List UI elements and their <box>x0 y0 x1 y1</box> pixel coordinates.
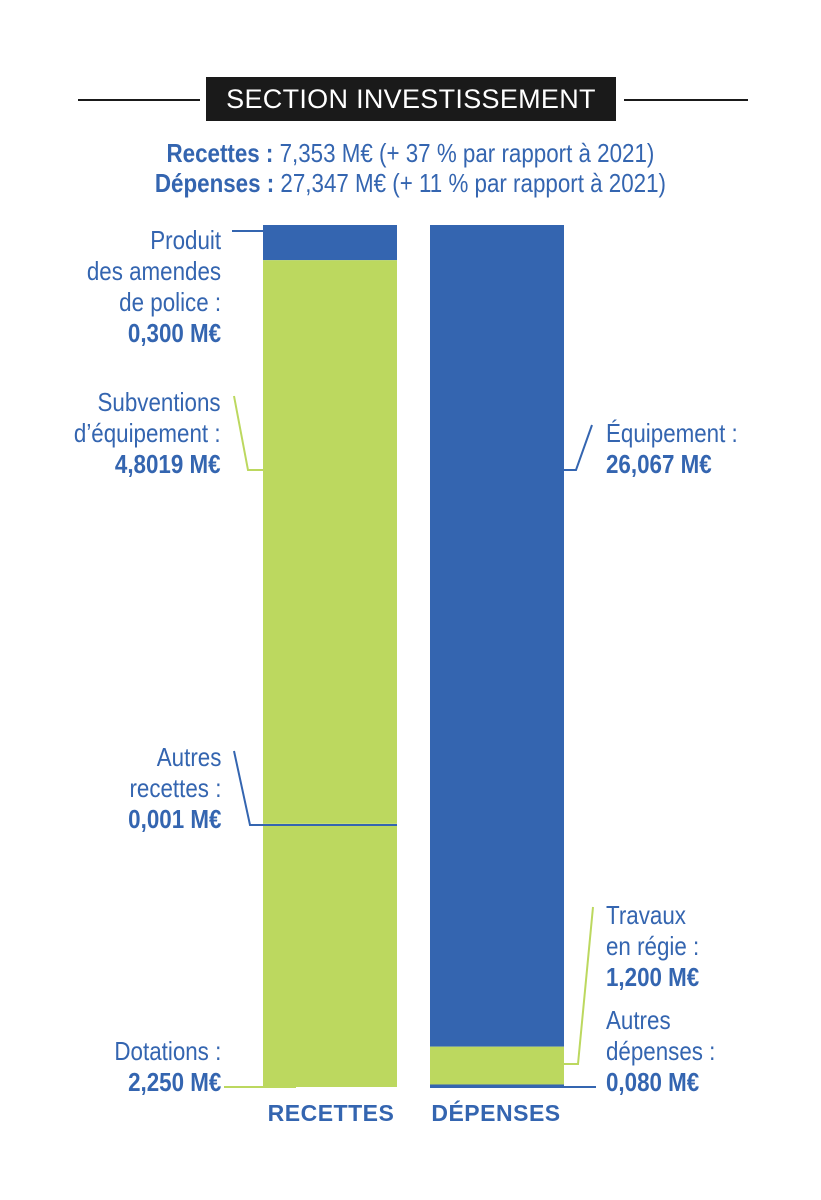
label-amendes-value: 0,300 M€ <box>127 318 221 348</box>
label-subventions-line1: Subventions <box>97 387 221 417</box>
leader-subventions <box>233 395 296 471</box>
bar-segment-autres-d-penses <box>430 1084 564 1087</box>
bar-segment-travaux-en-r-gie <box>430 1046 564 1085</box>
label-equipement-line1: Équipement : <box>606 418 738 448</box>
label-autres-recettes-line1: Autres <box>156 742 221 772</box>
leader-travaux <box>533 906 594 1065</box>
label-dotations-value: 2,250 M€ <box>127 1067 221 1097</box>
axis-label-depenses: DÉPENSES <box>431 1100 561 1126</box>
section-title: SECTION INVESTISSEMENT <box>206 77 616 121</box>
label-equipement: Équipement : 26,067 M€ <box>606 418 738 480</box>
label-travaux: Travaux en régie : 1,200 M€ <box>606 900 699 993</box>
label-travaux-line2: en régie : <box>606 931 700 961</box>
label-travaux-line1: Travaux <box>606 900 686 930</box>
title-rule-right <box>624 99 748 101</box>
bar-segment--quipement <box>430 225 564 1047</box>
title-rule-left <box>78 99 200 101</box>
label-amendes: Produit des amendes de police : 0,300 M€ <box>87 225 221 349</box>
label-autres-depenses-line1: Autres <box>606 1005 671 1035</box>
section-title-row: SECTION INVESTISSEMENT <box>0 77 821 121</box>
label-travaux-value: 1,200 M€ <box>606 962 700 992</box>
label-equipement-value: 26,067 M€ <box>606 449 712 479</box>
label-autres-recettes-line2: recettes : <box>129 773 221 803</box>
leader-autres-recettes <box>233 750 397 826</box>
label-dotations-line1: Dotations : <box>114 1036 221 1066</box>
label-amendes-line2: des amendes <box>86 256 221 286</box>
label-subventions: Subventions d’équipement : 4,8019 M€ <box>74 387 221 480</box>
summary-depenses-text: 27,347 M€ (+ 11 % par rapport à 2021) <box>280 168 666 198</box>
summary-depenses-label: Dépenses : <box>154 168 275 198</box>
leader-equipement <box>531 424 593 471</box>
label-autres-depenses-value: 0,080 M€ <box>606 1067 700 1097</box>
summary-recettes: Recettes : 7,353 M€ (+ 37 % par rapport … <box>57 138 763 169</box>
label-amendes-line3: de police : <box>119 287 221 317</box>
label-autres-recettes: Autres recettes : 0,001 M€ <box>128 742 221 835</box>
label-subventions-value: 4,8019 M€ <box>115 449 221 479</box>
label-autres-recettes-value: 0,001 M€ <box>127 804 221 834</box>
label-dotations: Dotations : 2,250 M€ <box>114 1036 221 1098</box>
summary-depenses: Dépenses : 27,347 M€ (+ 11 % par rapport… <box>57 168 763 199</box>
label-autres-depenses: Autres dépenses : 0,080 M€ <box>606 1005 715 1098</box>
summary-recettes-text: 7,353 M€ (+ 37 % par rapport à 2021) <box>279 138 655 168</box>
axis-label-recettes: RECETTES <box>267 1100 395 1126</box>
bar-segment-dotations <box>263 823 397 1087</box>
label-subventions-line2: d’équipement : <box>74 418 221 448</box>
bar-segment-subventions-d-quipement <box>263 260 397 824</box>
summary-recettes-label: Recettes : <box>166 138 274 168</box>
label-amendes-line1: Produit <box>150 225 221 255</box>
label-autres-depenses-line2: dépenses : <box>606 1036 716 1066</box>
